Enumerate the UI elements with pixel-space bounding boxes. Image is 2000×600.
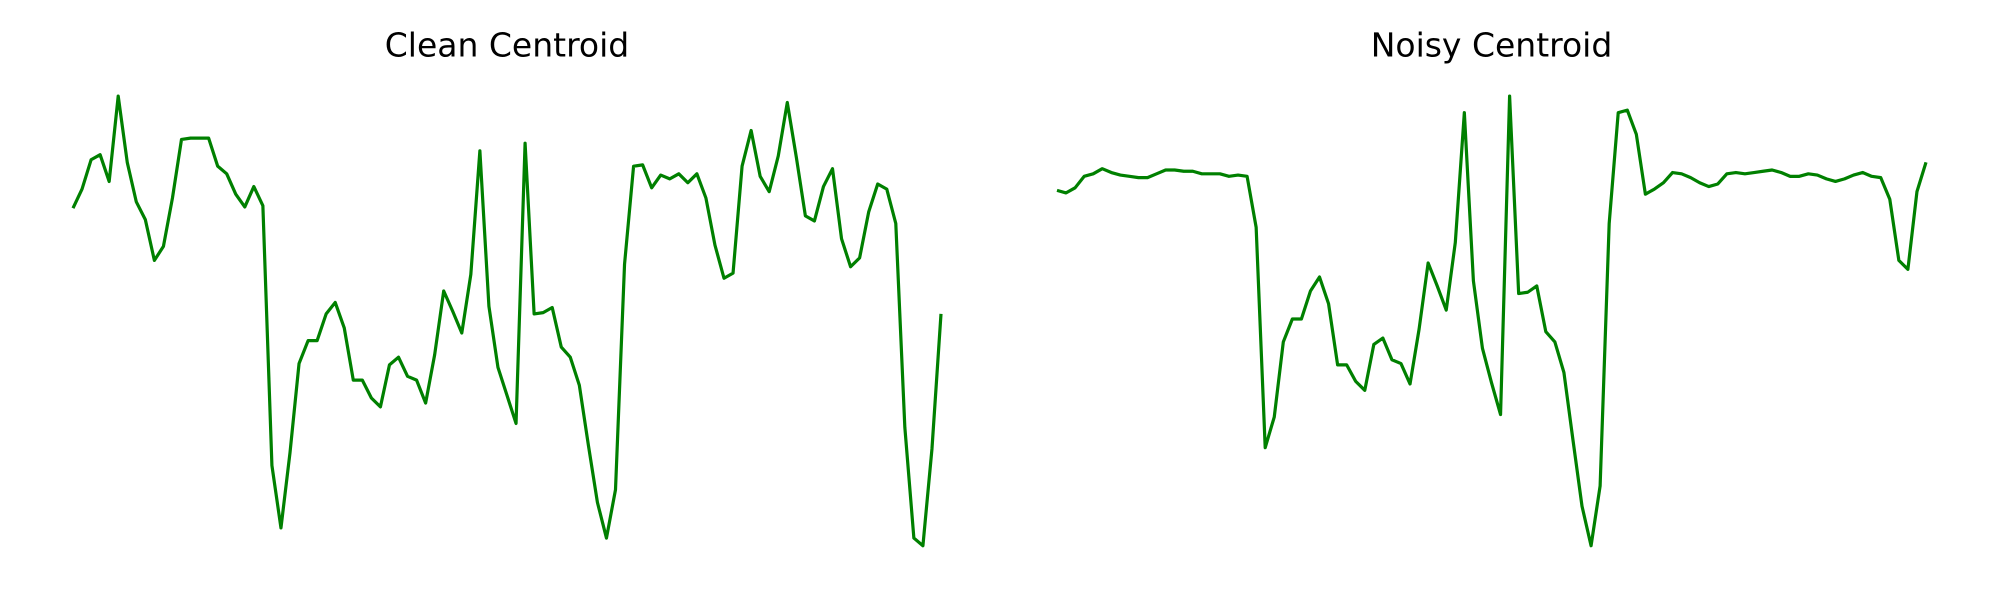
chart-title: Clean Centroid [385, 26, 630, 65]
line-series [71, 94, 943, 548]
line-series [1056, 94, 1928, 548]
chart-title: Noisy Centroid [1371, 26, 1613, 65]
